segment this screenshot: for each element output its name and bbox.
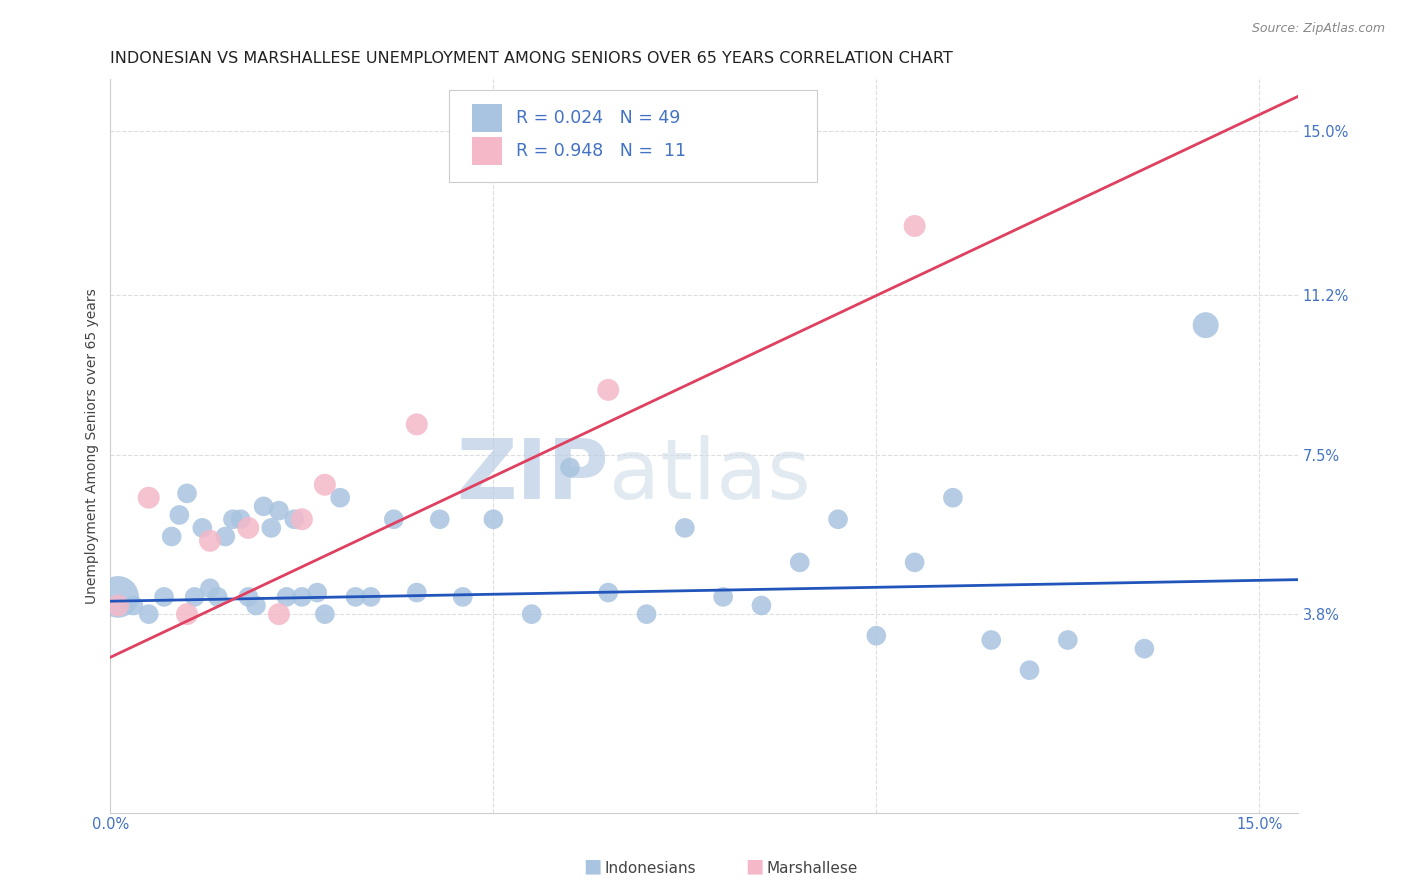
Point	[107, 590, 129, 604]
Point	[636, 607, 658, 622]
Point	[344, 590, 367, 604]
Point	[314, 477, 336, 491]
Text: atlas: atlas	[609, 434, 811, 516]
Point	[183, 590, 205, 604]
Point	[360, 590, 382, 604]
Point	[598, 585, 620, 599]
Point	[122, 599, 145, 613]
Point	[1018, 663, 1040, 677]
Point	[138, 607, 160, 622]
Text: Marshallese: Marshallese	[766, 861, 858, 876]
Point	[169, 508, 191, 522]
Point	[267, 607, 290, 622]
FancyBboxPatch shape	[472, 137, 502, 165]
Point	[198, 533, 221, 548]
Point	[153, 590, 176, 604]
Text: ■: ■	[583, 857, 602, 876]
Text: R = 0.948   N =  11: R = 0.948 N = 11	[516, 142, 686, 161]
Point	[827, 512, 849, 526]
Point	[198, 581, 221, 595]
Point	[238, 590, 260, 604]
Text: ZIP: ZIP	[457, 434, 609, 516]
Point	[160, 529, 183, 543]
Point	[207, 590, 229, 604]
Point	[711, 590, 734, 604]
Text: Indonesians: Indonesians	[605, 861, 696, 876]
Point	[1056, 633, 1078, 648]
Point	[222, 512, 245, 526]
Point	[276, 590, 298, 604]
Point	[904, 555, 927, 569]
Point	[238, 521, 260, 535]
Point	[291, 590, 314, 604]
Point	[451, 590, 474, 604]
Point	[245, 599, 267, 613]
Point	[865, 629, 887, 643]
Point	[267, 503, 290, 517]
Point	[291, 512, 314, 526]
Point	[214, 529, 236, 543]
Point	[176, 607, 198, 622]
Point	[789, 555, 811, 569]
Point	[229, 512, 252, 526]
Y-axis label: Unemployment Among Seniors over 65 years: Unemployment Among Seniors over 65 years	[86, 288, 100, 604]
Point	[1133, 641, 1156, 656]
FancyBboxPatch shape	[472, 104, 502, 132]
Point	[429, 512, 451, 526]
Point	[176, 486, 198, 500]
Point	[260, 521, 283, 535]
Point	[405, 417, 427, 432]
Point	[980, 633, 1002, 648]
Point	[1195, 318, 1218, 333]
Point	[329, 491, 352, 505]
Point	[558, 460, 581, 475]
Point	[107, 599, 129, 613]
Point	[252, 500, 274, 514]
Point	[283, 512, 305, 526]
Text: ■: ■	[745, 857, 763, 876]
Point	[482, 512, 505, 526]
Point	[405, 585, 427, 599]
Point	[751, 599, 773, 613]
Point	[942, 491, 965, 505]
Text: R = 0.024   N = 49: R = 0.024 N = 49	[516, 109, 681, 128]
Point	[598, 383, 620, 397]
Point	[673, 521, 696, 535]
Text: Source: ZipAtlas.com: Source: ZipAtlas.com	[1251, 22, 1385, 36]
FancyBboxPatch shape	[449, 90, 817, 182]
Point	[307, 585, 329, 599]
Point	[382, 512, 405, 526]
Point	[314, 607, 336, 622]
Point	[904, 219, 927, 233]
Point	[520, 607, 543, 622]
Text: INDONESIAN VS MARSHALLESE UNEMPLOYMENT AMONG SENIORS OVER 65 YEARS CORRELATION C: INDONESIAN VS MARSHALLESE UNEMPLOYMENT A…	[111, 51, 953, 66]
Point	[191, 521, 214, 535]
Point	[138, 491, 160, 505]
